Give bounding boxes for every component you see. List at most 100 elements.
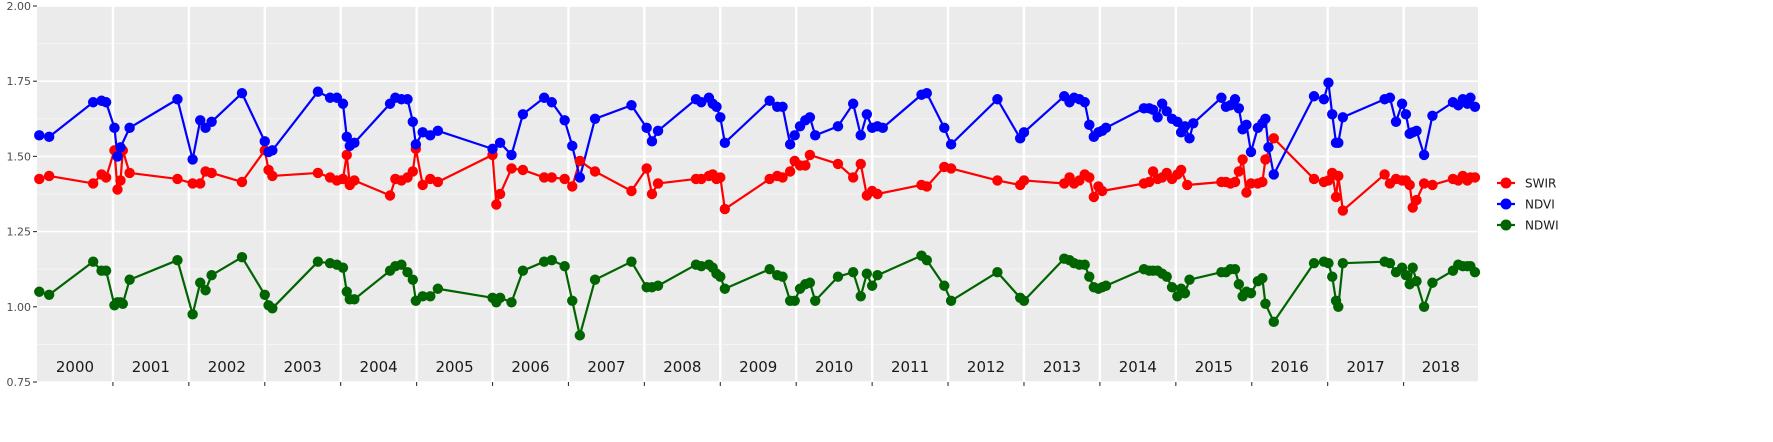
- data-point-ndwi: [921, 254, 933, 266]
- data-point-swir: [574, 155, 586, 167]
- data-point-ndvi: [1161, 106, 1172, 117]
- data-point-ndvi: [939, 122, 950, 134]
- data-point-ndvi: [494, 137, 506, 149]
- y-tick-label: 1.75: [7, 75, 32, 88]
- data-point-ndwi: [417, 291, 428, 302]
- data-point-ndvi: [1156, 98, 1168, 109]
- year-label: 2012: [967, 358, 1005, 376]
- data-point-swir: [43, 170, 55, 182]
- data-point-swir: [506, 163, 517, 174]
- data-point-ndvi: [1172, 116, 1183, 128]
- grid-minor: [37, 43, 1478, 345]
- data-point-ndwi: [764, 264, 775, 275]
- data-point-ndvi: [87, 97, 99, 108]
- data-point-swir: [341, 149, 352, 161]
- data-point-ndvi: [1390, 116, 1402, 128]
- data-point-ndwi: [1079, 259, 1090, 270]
- data-point-ndwi: [872, 270, 883, 281]
- data-point-ndwi: [1327, 271, 1338, 282]
- data-point-ndwi: [1184, 274, 1195, 285]
- data-point-ndwi: [804, 277, 816, 288]
- data-point-ndvi: [267, 145, 278, 156]
- series-points: [34, 77, 1481, 341]
- data-point-ndvi: [855, 130, 866, 141]
- data-point-ndwi: [407, 274, 419, 285]
- data-point-ndvi: [312, 86, 324, 97]
- data-point-ndvi: [1263, 142, 1274, 153]
- data-point-swir: [1330, 191, 1342, 203]
- data-point-swir: [206, 167, 217, 179]
- data-point-ndwi: [43, 289, 55, 300]
- data-point-ndvi: [696, 97, 707, 108]
- data-point-ndwi: [402, 267, 413, 278]
- data-point-swir: [1229, 176, 1241, 188]
- data-point-ndvi: [641, 122, 652, 134]
- data-point-ndwi: [1418, 301, 1430, 312]
- data-point-swir: [1404, 179, 1415, 191]
- year-label: 2006: [511, 358, 549, 376]
- data-point-swir: [538, 172, 550, 183]
- data-point-ndvi: [992, 94, 1003, 105]
- data-point-ndvi: [34, 130, 45, 141]
- data-point-swir: [641, 163, 652, 174]
- data-point-ndvi: [1396, 98, 1408, 109]
- data-point-ndwi: [861, 268, 873, 279]
- data-point-ndvi: [172, 94, 183, 105]
- data-point-swir: [337, 173, 349, 185]
- year-label: 2000: [56, 358, 94, 376]
- data-point-ndwi: [236, 251, 248, 263]
- data-point-swir: [112, 184, 123, 195]
- data-point-ndvi: [1411, 125, 1422, 137]
- data-point-ndvi: [407, 116, 419, 128]
- data-point-ndwi: [34, 286, 45, 297]
- data-point-ndvi: [777, 101, 788, 112]
- data-point-ndwi: [172, 254, 183, 266]
- data-point-ndwi: [124, 274, 135, 285]
- data-point-swir: [100, 172, 112, 183]
- data-point-swir: [34, 173, 45, 185]
- y-tick-label: 1.00: [7, 301, 32, 314]
- data-point-swir: [652, 178, 664, 189]
- legend-key-point: [1500, 177, 1512, 189]
- data-point-swir: [1237, 154, 1248, 165]
- data-point-swir: [1260, 154, 1271, 165]
- data-point-ndvi: [349, 137, 360, 149]
- data-point-swir: [646, 188, 658, 200]
- data-point-ndvi: [574, 172, 586, 183]
- y-tick-label: 1.25: [7, 226, 32, 239]
- data-point-ndwi: [1400, 270, 1412, 281]
- year-label: 2010: [815, 358, 853, 376]
- data-point-ndvi: [1327, 109, 1338, 120]
- data-point-ndvi: [402, 94, 413, 105]
- year-label: 2016: [1271, 358, 1309, 376]
- data-point-ndwi: [1407, 262, 1418, 273]
- data-point-ndvi: [559, 115, 570, 126]
- year-label: 2008: [663, 358, 701, 376]
- data-point-ndvi: [538, 92, 550, 103]
- y-tick-label: 1.50: [7, 150, 32, 163]
- data-point-swir: [719, 203, 731, 215]
- data-point-ndvi: [789, 130, 800, 141]
- data-point-ndvi: [1229, 94, 1241, 105]
- data-point-ndwi: [206, 270, 217, 281]
- data-point-ndvi: [1260, 113, 1271, 125]
- data-point-ndwi: [1337, 257, 1349, 269]
- data-point-ndwi: [1384, 257, 1396, 269]
- data-point-swir: [1088, 191, 1100, 203]
- y-tick-label: 2.00: [7, 0, 32, 13]
- data-point-ndvi: [1308, 91, 1320, 102]
- data-point-ndwi: [1233, 279, 1245, 290]
- data-point-ndvi: [1184, 133, 1195, 144]
- data-point-ndvi: [1384, 92, 1396, 103]
- x-axis-ticks: [112, 382, 1405, 386]
- data-point-ndwi: [337, 262, 349, 273]
- year-label: 2018: [1422, 358, 1460, 376]
- data-point-ndvi: [646, 136, 658, 147]
- legend-label: NDVI: [1525, 198, 1555, 212]
- data-point-ndwi: [1257, 273, 1268, 284]
- data-point-ndvi: [1400, 109, 1412, 120]
- data-point-swir: [1379, 169, 1390, 180]
- data-point-ndwi: [866, 280, 878, 291]
- data-point-ndvi: [487, 143, 498, 155]
- data-point-swir: [1147, 166, 1159, 177]
